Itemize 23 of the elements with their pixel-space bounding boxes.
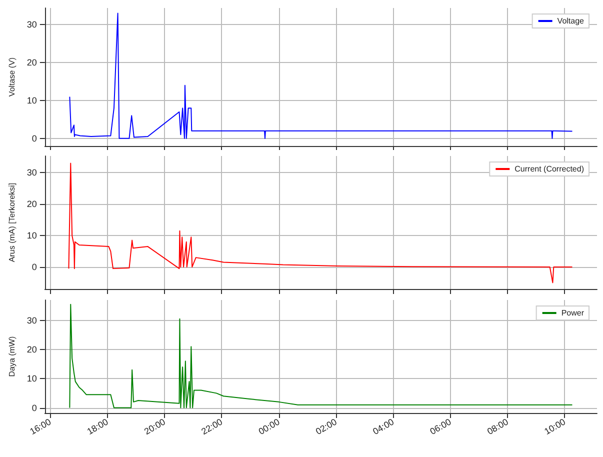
x-tick-label: 06:00: [428, 416, 453, 437]
x-tick-label: 08:00: [485, 416, 510, 437]
y-tick-label: 10: [26, 230, 37, 241]
y-tick-label: 30: [26, 20, 37, 30]
y-axis-title: Daya (mW): [8, 336, 16, 377]
legend-label: Power: [561, 308, 584, 318]
x-tick-label: 04:00: [371, 416, 396, 437]
y-tick-label: 20: [26, 199, 37, 210]
y-tick-label: 30: [26, 168, 37, 178]
y-tick-label: 10: [26, 374, 37, 384]
x-tick-label: 00:00: [256, 416, 282, 437]
y-tick-label: 10: [26, 96, 37, 106]
y-axis-title: Voltase (V): [8, 57, 16, 97]
y-tick-label: 20: [26, 58, 37, 68]
y-tick-label: 0: [32, 133, 37, 144]
y-tick-label: 20: [26, 344, 37, 355]
y-tick-label: 30: [26, 315, 37, 326]
y-axis-title: Arus (mA) [Terkoreksi]: [8, 182, 16, 262]
legend-label: Voltage: [557, 16, 585, 26]
x-tick-label: 02:00: [314, 416, 338, 437]
y-tick-label: 0: [32, 402, 37, 413]
y-tick-label: 0: [32, 262, 37, 272]
legend-label: Current (Corrected): [514, 164, 584, 174]
